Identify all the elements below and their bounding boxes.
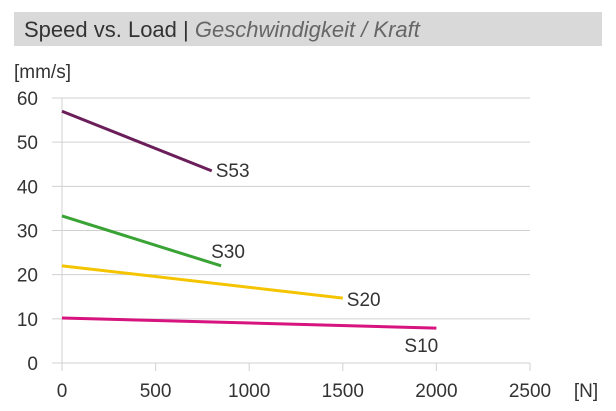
y-axis-label: [mm/s] (14, 62, 71, 83)
x-axis-label: [N] (574, 381, 598, 402)
x-tick-label: 1500 (322, 381, 364, 402)
series-line-s30 (61, 214, 222, 268)
x-tick-label: 1000 (228, 381, 270, 402)
y-tick-label: 20 (17, 266, 38, 287)
x-tick-label: 0 (57, 381, 68, 402)
x-tick-label: 500 (140, 381, 172, 402)
series-label-s30: S30 (211, 242, 245, 263)
series-line-s53 (61, 109, 213, 173)
series-label-s10: S10 (404, 336, 438, 357)
title-separator: | (183, 17, 189, 42)
y-tick-label: 10 (17, 310, 38, 331)
y-tick-label: 0 (27, 354, 38, 375)
y-tick-label: 40 (17, 177, 38, 198)
chart-title: Speed vs. Load | Geschwindigkeit / Kraft (24, 17, 420, 43)
series-label-s53: S53 (216, 161, 250, 182)
y-tick-label: 60 (17, 89, 38, 110)
chart-header: Speed vs. Load | Geschwindigkeit / Kraft (14, 12, 602, 46)
x-tick-label: 2500 (509, 381, 551, 402)
series-label-s20: S20 (347, 290, 381, 311)
x-tick-label: 2000 (415, 381, 457, 402)
title-main: Speed vs. Load (24, 17, 177, 42)
y-tick-label: 30 (17, 222, 38, 243)
title-subtitle: Geschwindigkeit / Kraft (194, 17, 420, 42)
series-line-s20 (61, 264, 343, 300)
series-line-s10 (61, 316, 437, 330)
y-tick-label: 50 (17, 133, 38, 154)
